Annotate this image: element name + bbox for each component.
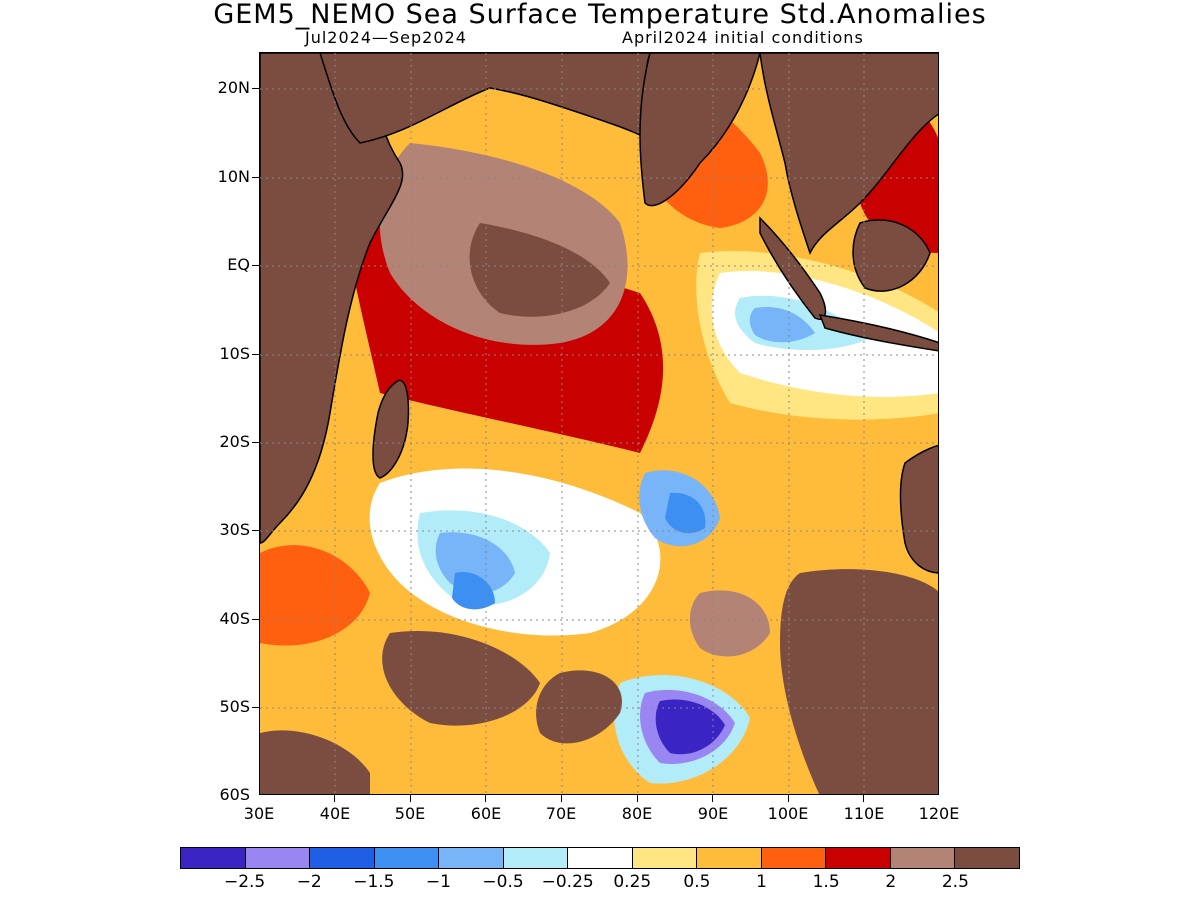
lat-label: 10N [217,167,250,186]
lon-label: 40E [319,804,351,823]
anomaly-region [655,699,725,755]
madagascar-landmass [372,379,410,479]
lon-label: 60E [470,804,502,823]
colorbar-label: −2 [296,872,322,892]
map-canvas [260,53,938,794]
colorbar-label: 0.25 [613,872,652,892]
colorbar-swatch [568,848,633,868]
lat-label: 10S [219,344,250,363]
anomaly-region [749,307,815,343]
lat-tick [252,619,259,620]
colorbar [180,847,1020,869]
lon-tick [485,795,486,802]
map-title: GEM5_NEMO Sea Surface Temperature Std.An… [213,0,987,30]
lat-label: 20N [217,78,250,97]
lon-label: 120E [918,804,960,823]
lat-tick [252,88,259,89]
anomaly-region [452,572,495,610]
sst-anomaly-map [259,52,939,795]
india-landmass [639,53,761,207]
colorbar-label: −1.5 [353,872,395,892]
colorbar-label: 2 [885,872,897,892]
lat-label: 50S [219,697,250,716]
lat-tick [252,530,259,531]
colorbar-swatch [697,848,762,868]
colorbar-label: −0.25 [541,872,594,892]
lon-tick [561,795,562,802]
colorbar-swatch [826,848,891,868]
africa-landmass [260,53,404,544]
colorbar-swatch [503,848,569,868]
colorbar-label: 0.5 [683,872,711,892]
lon-label: 30E [243,804,275,823]
colorbar-swatch [439,848,504,868]
anomaly-region [260,730,370,794]
colorbar-label: 1.5 [812,872,840,892]
anomaly-region [382,631,540,726]
lon-tick [410,795,411,802]
lon-label: 50E [394,804,426,823]
colorbar-swatch [761,848,827,868]
southeast-asia-landmass [759,53,938,255]
lat-label: 60S [219,785,250,804]
lat-label: 30S [219,520,250,539]
lat-label: EQ [227,255,250,274]
forecast-period: Jul2024—Sep2024 [305,28,467,47]
lat-tick [252,442,259,443]
lon-label: 90E [697,804,729,823]
lon-label: 100E [767,804,809,823]
lon-tick [788,795,789,802]
lon-label: 70E [545,804,577,823]
colorbar-label: −0.5 [482,872,524,892]
lat-tick [252,354,259,355]
australia-landmass [899,444,938,574]
colorbar-label: 2.5 [941,872,969,892]
lon-tick [863,795,864,802]
anomaly-region [780,569,938,794]
lon-label: 110E [843,804,885,823]
map-grid [260,53,938,794]
initial-conditions: April2024 initial conditions [622,28,864,47]
colorbar-swatch [632,848,698,868]
lat-label: 40S [219,609,250,628]
anomaly-region [260,545,370,646]
lat-tick [252,265,259,266]
lat-label: 20S [219,432,250,451]
lon-label: 80E [621,804,653,823]
colorbar-swatch [890,848,956,868]
borneo-landmass [852,219,931,292]
colorbar-label: 1 [756,872,767,892]
colorbar-swatch [245,848,311,868]
colorbar-swatch [181,848,246,868]
anomaly-region [689,590,770,657]
colorbar-swatch [374,848,440,868]
lon-tick [334,795,335,802]
java-landmass [818,314,938,352]
colorbar-label: −1 [425,872,451,892]
anomaly-region [665,492,706,534]
colorbar-swatch [310,848,375,868]
colorbar-label: −2.5 [223,872,266,892]
anomaly-region [536,670,622,744]
lon-tick [712,795,713,802]
lon-tick [637,795,638,802]
lat-tick [252,177,259,178]
colorbar-swatch [955,848,1019,868]
lat-tick [252,707,259,708]
anomaly-region [469,223,610,317]
